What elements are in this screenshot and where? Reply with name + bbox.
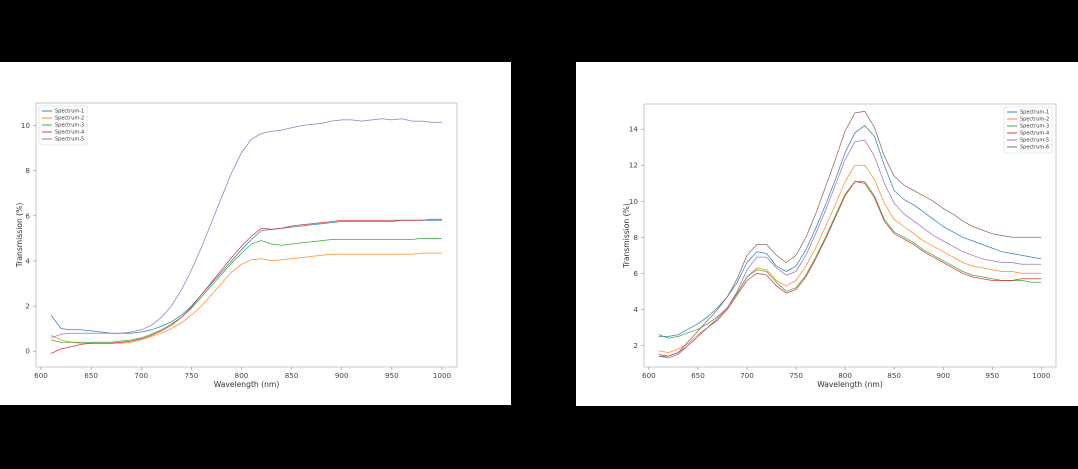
- y-tick-label: 8: [25, 166, 30, 175]
- y-axis-label: Transmission (%): [15, 203, 24, 269]
- chart-panel-left: 600 650 700 750 800 850 900 950 1000 0 2 4 6 8 10 Wavel…: [0, 62, 511, 405]
- y-tick-label: 6: [633, 269, 638, 278]
- legend: Spectrum-1Spectrum-2Spectrum-3Spectrum-4…: [38, 105, 88, 146]
- legend-box: [1003, 106, 1053, 154]
- x-tick-label: 950: [385, 371, 399, 380]
- legend: Spectrum-1Spectrum-2Spectrum-3Spectrum-4…: [1003, 106, 1053, 154]
- x-tick-label: 700: [134, 371, 148, 380]
- x-tick-label: 600: [34, 371, 48, 380]
- y-tick-label: 4: [25, 256, 30, 265]
- y-tick-label: 10: [629, 197, 639, 206]
- legend-label: Spectrum-5: [55, 137, 84, 143]
- legend-box: [38, 105, 88, 146]
- x-tick-label: 600: [642, 371, 656, 380]
- series-line-spectrum-1: [50, 219, 442, 334]
- legend-label: Spectrum-2: [55, 116, 84, 122]
- x-tick-label: 800: [235, 371, 249, 380]
- x-tick-label: 650: [691, 371, 705, 380]
- series-line-spectrum-2: [50, 252, 442, 344]
- y-tick-label: 14: [629, 125, 639, 134]
- legend-label: Spectrum-2: [1020, 117, 1049, 123]
- series-line-spectrum-5: [50, 118, 442, 339]
- x-tick-label: 700: [740, 371, 754, 380]
- plot-area-frame: [643, 103, 1057, 368]
- legend-label: Spectrum-6: [1020, 145, 1049, 151]
- x-tick-label: 750: [789, 371, 803, 380]
- x-tick-label: 650: [84, 371, 98, 380]
- x-tick-label: 1000: [1032, 371, 1051, 380]
- y-tick-label: 0: [25, 347, 30, 356]
- x-axis-label: Wavelength (nm): [817, 380, 883, 389]
- series-line-spectrum-6: [658, 110, 1042, 357]
- y-axis-label: Transmission (%): [622, 203, 631, 269]
- series-line-spectrum-4: [50, 218, 442, 354]
- y-tick-label: 4: [633, 305, 638, 314]
- series-line-spectrum-4: [658, 181, 1042, 357]
- legend-label: Spectrum-4: [55, 130, 84, 136]
- transmission-chart-left: 600 650 700 750 800 850 900 950 1000 0 2 4 6 8 10 Wavel…: [15, 102, 458, 389]
- x-tick-label: 900: [936, 371, 950, 380]
- series-line-spectrum-5: [658, 139, 1042, 359]
- x-tick-label: 800: [838, 371, 852, 380]
- y-tick-label: 12: [629, 161, 638, 170]
- y-tick-label: 8: [633, 233, 638, 242]
- y-tick-label: 6: [25, 211, 30, 220]
- legend-label: Spectrum-3: [1020, 124, 1049, 130]
- transmission-chart-right: 600 650 700 750 800 850 900 950 1000 2 4 6 8 10 12 14 Wa…: [622, 103, 1057, 389]
- x-tick-label: 850: [285, 371, 299, 380]
- series-line-spectrum-3: [658, 181, 1042, 339]
- y-tick-label: 2: [633, 341, 638, 350]
- y-tick-label: 10: [21, 121, 31, 130]
- x-tick-label: 950: [985, 371, 999, 380]
- x-tick-label: 900: [335, 371, 349, 380]
- x-tick-label: 850: [887, 371, 901, 380]
- legend-label: Spectrum-5: [1020, 138, 1049, 144]
- series-line-spectrum-1: [658, 125, 1042, 337]
- y-tick-label: 2: [25, 302, 30, 311]
- x-tick-label: 750: [185, 371, 199, 380]
- x-tick-label: 1000: [433, 371, 452, 380]
- legend-label: Spectrum-3: [55, 123, 84, 129]
- chart-panel-right: 600 650 700 750 800 850 900 950 1000 2 4 6 8 10 12 14 Wa…: [576, 62, 1078, 406]
- series-line-spectrum-3: [50, 238, 442, 343]
- legend-label: Spectrum-4: [1020, 131, 1049, 137]
- x-axis-label: Wavelength (nm): [214, 380, 280, 389]
- legend-label: Spectrum-1: [1020, 110, 1049, 116]
- legend-label: Spectrum-1: [55, 109, 84, 115]
- plot-area-frame: [35, 102, 458, 368]
